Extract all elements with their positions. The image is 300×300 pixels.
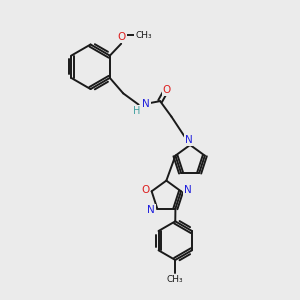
- Text: N: N: [147, 205, 155, 215]
- Text: N: N: [185, 135, 193, 145]
- Text: H: H: [133, 106, 140, 116]
- Text: O: O: [141, 185, 149, 195]
- Text: N: N: [142, 99, 150, 109]
- Text: CH₃: CH₃: [135, 31, 152, 40]
- Text: CH₃: CH₃: [167, 275, 184, 284]
- Text: O: O: [163, 85, 171, 95]
- Text: N: N: [184, 185, 191, 195]
- Text: O: O: [118, 32, 126, 42]
